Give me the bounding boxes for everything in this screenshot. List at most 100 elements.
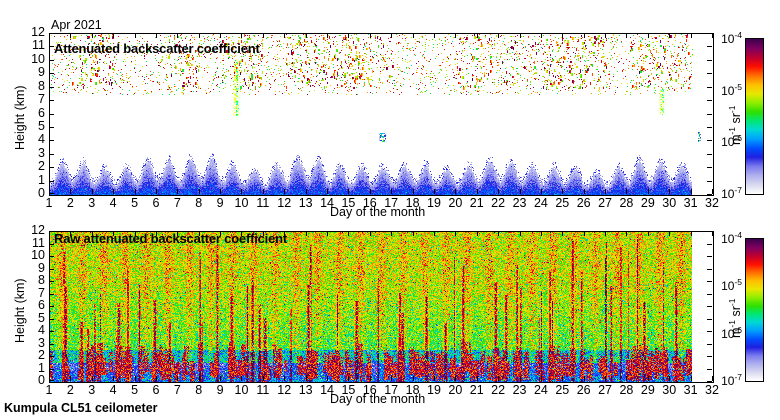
ytick-top-3 [49,153,54,155]
xtick-topedge-bottom-23 [519,231,521,236]
xtick-top-19 [433,189,435,194]
xtick-label-top-20: 20 [448,196,463,210]
xtick-topedge-top-3 [91,33,93,38]
xtick-topedge-top-15 [348,33,350,38]
xtick-topedge-bottom-25 [562,231,564,236]
ytick-right-bottom-4 [707,331,712,332]
xtick-topedge-bottom-6 [155,231,157,236]
ytick-label-bottom-0: 0 [38,373,45,387]
ytick-right-top-2 [707,167,712,169]
ytick-right-top-4 [707,140,712,142]
xtick-top-2 [70,189,72,194]
ytick-label-bottom-6: 6 [38,298,45,312]
ytick-label-top-7: 7 [38,92,45,107]
colorbar-tick-top-3: 10-7 [721,185,742,201]
xtick-topedge-bottom-2 [70,231,72,236]
xtick-topedge-bottom-30 [669,231,671,236]
ytick-label-top-5: 5 [38,118,45,133]
xtick-topedge-bottom-18 [412,231,414,236]
ytick-bottom-0 [49,380,54,381]
xtick-label-bottom-16: 16 [362,383,377,397]
xtick-bottom-17 [391,376,393,381]
xtick-label-bottom-21: 21 [469,383,484,397]
xtick-bottom-13 [305,376,307,381]
xtick-topedge-top-31 [690,33,692,38]
ytick-right-top-6 [707,113,712,115]
ytick-label-bottom-2: 2 [38,348,45,362]
xtick-top-13 [305,189,307,194]
xtick-topedge-top-5 [134,33,136,38]
xtick-topedge-top-9 [220,33,222,38]
ytick-right-top-8 [707,86,712,88]
ytick-right-bottom-10 [707,256,712,257]
xtick-top-16 [369,189,371,194]
panel-title-raw: Raw attenuated backscatter coefficient [54,231,287,246]
ytick-label-bottom-1: 1 [38,360,45,375]
ytick-label-top-1: 1 [38,172,45,187]
xtick-bottom-30 [669,376,671,381]
xtick-topedge-top-4 [113,33,115,38]
xtick-label-top-26: 26 [576,196,591,210]
xtick-label-top-18: 18 [405,196,420,210]
ytick-label-bottom-8: 8 [38,273,45,287]
xtick-top-9 [220,189,222,194]
ytick-bottom-3 [49,343,54,345]
xtick-label-bottom-13: 13 [298,383,313,397]
xtick-label-bottom-28: 28 [619,383,634,397]
ytick-bottom-12 [49,231,54,232]
xtick-topedge-bottom-7 [177,231,179,236]
ytick-label-bottom-12: 12 [31,223,45,237]
ytick-right-bottom-12 [707,231,712,232]
xtick-label-top-25: 25 [555,196,570,210]
ytick-bottom-10 [49,256,54,257]
xtick-bottom-2 [70,376,72,381]
ytick-bottom-2 [49,356,54,357]
xtick-topedge-bottom-27 [605,231,607,236]
xtick-label-top-12: 12 [277,196,292,210]
xtick-label-bottom-4: 4 [109,383,117,397]
xtick-top-10 [241,189,243,194]
xtick-label-bottom-17: 17 [384,383,399,397]
ytick-label-bottom-3: 3 [38,335,45,350]
xtick-topedge-bottom-26 [583,231,585,236]
xtick-top-17 [391,189,393,194]
ytick-label-top-6: 6 [38,105,45,120]
xtick-label-bottom-3: 3 [88,383,96,397]
xtick-label-bottom-27: 27 [598,383,613,397]
xtick-topedge-top-11 [262,33,264,38]
ytick-right-top-9 [707,73,712,75]
ytick-right-top-7 [707,100,712,102]
xtick-label-top-11: 11 [256,196,270,210]
xtick-top-24 [540,189,542,194]
xtick-bottom-24 [540,376,542,381]
ytick-right-top-3 [707,153,712,155]
ytick-label-top-12: 12 [31,25,45,39]
xtick-bottom-25 [562,376,564,381]
xtick-bottom-5 [134,376,136,381]
xtick-topedge-bottom-12 [284,231,286,236]
xtick-topedge-bottom-1 [49,231,50,236]
xtick-label-bottom-6: 6 [152,383,160,397]
ytick-label-bottom-9: 9 [38,260,45,275]
attenuated-backscatter-heatmap [50,34,713,195]
ytick-right-top-10 [707,59,712,61]
ytick-right-bottom-0 [707,381,712,382]
xtick-topedge-bottom-13 [305,231,307,236]
xtick-topedge-top-29 [647,33,649,38]
ytick-bottom-4 [49,331,54,332]
xtick-label-top-22: 22 [491,196,506,210]
xtick-bottom-31 [690,376,692,381]
xtick-topedge-top-24 [540,33,542,38]
xtick-top-23 [519,189,521,194]
ytick-top-4 [49,140,54,142]
xtick-topedge-bottom-9 [220,231,222,236]
xtick-label-top-28: 28 [619,196,634,210]
xtick-topedge-top-26 [583,33,585,38]
ytick-top-8 [49,86,54,88]
xtick-bottom-10 [241,376,243,381]
xtick-label-top-27: 27 [598,196,613,210]
xtick-topedge-top-7 [177,33,179,38]
xtick-topedge-bottom-20 [455,231,457,236]
ytick-label-top-11: 11 [32,38,45,53]
